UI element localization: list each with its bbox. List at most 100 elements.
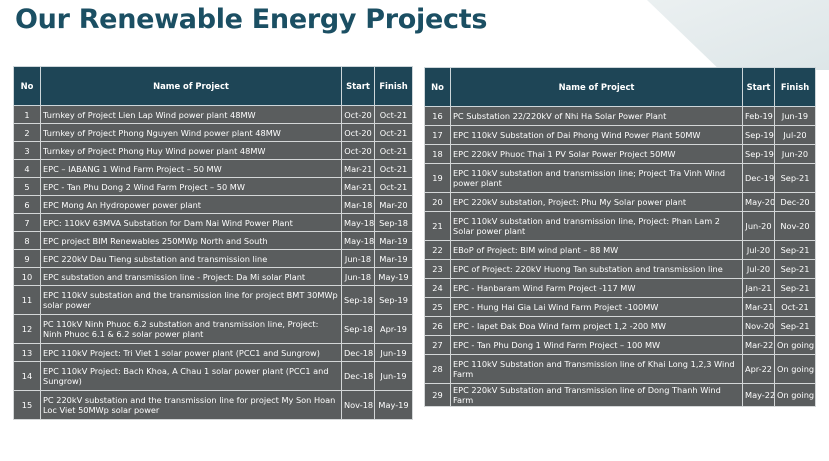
cell-no: 26 — [424, 316, 451, 336]
cell-start: Jun-18 — [341, 267, 375, 286]
cell-name: EPC 110kV substation and the transmissio… — [40, 285, 342, 315]
cell-start: Sep-19 — [742, 144, 775, 164]
cell-finish: Mar-19 — [374, 249, 413, 268]
cell-finish: Dec-20 — [774, 192, 816, 212]
table-row: 17 EPC 110kV Substation of Dai Phong Wind… — [424, 125, 816, 145]
table-row: 15 PC 220kV substation and the transmissi… — [13, 390, 413, 420]
table-row: 10 EPC substation and transmission line -… — [13, 267, 413, 286]
table-row: 9 EPC 220kV Dau Tieng substation and tran… — [13, 249, 413, 268]
cell-no: 29 — [424, 383, 451, 407]
cell-finish: Oct-21 — [374, 123, 413, 142]
cell-name: EBoP of Project: BIM wind plant – 88 MW — [450, 240, 743, 260]
cell-start: Oct-20 — [341, 105, 375, 124]
cell-start: Mar-22 — [742, 335, 775, 355]
header-name: Name of Project — [450, 67, 743, 107]
header-finish: Finish — [774, 67, 816, 107]
table-row: 18 EPC 220kV Phuoc Thai 1 PV Solar Power … — [424, 144, 816, 164]
cell-finish: Oct-21 — [374, 105, 413, 124]
cell-start: Mar-21 — [341, 177, 375, 196]
cell-finish: Sep-21 — [774, 316, 816, 336]
cell-name: PC Substation 22/220kV of Nhi Ha Solar P… — [450, 106, 743, 126]
header-finish: Finish — [374, 66, 413, 106]
table-row: 22 EBoP of Project: BIM wind plant – 88 M… — [424, 240, 816, 260]
cell-name: EPC 110kV Project: Tri Viet 1 solar powe… — [40, 343, 342, 362]
cell-start: Nov-20 — [742, 316, 775, 336]
cell-no: 6 — [13, 195, 41, 214]
table-row: 3 Turnkey of Project Phong Huy Wind power… — [13, 141, 413, 160]
cell-name: EPC - Hung Hai Gia Lai Wind Farm Project… — [450, 297, 743, 317]
cell-no: 28 — [424, 354, 451, 384]
cell-start: Oct-20 — [341, 141, 375, 160]
table-row: 27 EPC - Tan Phu Dong 1 Wind Farm Project… — [424, 335, 816, 355]
table-body-right: 16 PC Substation 22/220kV of Nhi Ha Solar… — [424, 106, 816, 407]
cell-no: 3 — [13, 141, 41, 160]
cell-name: EPC 220kV substation, Project: Phu My So… — [450, 192, 743, 212]
table-row: 1 Turnkey of Project Lien Lap Wind power … — [13, 105, 413, 124]
table-row: 14 EPC 110kV Project: Bach Khoa, A Chau 1… — [13, 361, 413, 391]
table-row: 6 EPC Mong An Hydropower power plant Mar-1… — [13, 195, 413, 214]
cell-no: 16 — [424, 106, 451, 126]
cell-start: Feb-19 — [742, 106, 775, 126]
table-row: 8 EPC project BIM Renewables 250MWp North… — [13, 231, 413, 250]
cell-finish: Nov-20 — [774, 211, 816, 241]
table-row: 19 EPC 110kV substation and transmission … — [424, 163, 816, 193]
cell-name: EPC 110kV substation and transmission li… — [450, 163, 743, 193]
table-row: 20 EPC 220kV substation, Project: Phu My … — [424, 192, 816, 212]
cell-no: 23 — [424, 259, 451, 279]
cell-name: EPC - Tan Phu Dong 1 Wind Farm Project –… — [450, 335, 743, 355]
cell-name: EPC - Tan Phu Dong 2 Wind Farm Project –… — [40, 177, 342, 196]
cell-start: May-22 — [742, 383, 775, 407]
cell-name: PC 110kV Ninh Phuoc 6.2 substation and t… — [40, 314, 342, 344]
cell-finish: Apr-19 — [374, 314, 413, 344]
cell-start: May-20 — [742, 192, 775, 212]
cell-start: Apr-22 — [742, 354, 775, 384]
cell-no: 19 — [424, 163, 451, 193]
cell-finish: May-19 — [374, 267, 413, 286]
cell-no: 22 — [424, 240, 451, 260]
table-row: 28 EPC 110kV Substation and Transmission … — [424, 354, 816, 384]
header-start: Start — [341, 66, 375, 106]
cell-finish: On going — [774, 383, 816, 407]
table-row: 4 EPC – IABANG 1 Wind Farm Project – 50 M… — [13, 159, 413, 178]
cell-start: Dec-18 — [341, 361, 375, 391]
cell-no: 27 — [424, 335, 451, 355]
cell-name: EPC 110kV Substation of Dai Phong Wind P… — [450, 125, 743, 145]
cell-start: Sep-18 — [341, 285, 375, 315]
cell-no: 4 — [13, 159, 41, 178]
table-row: 24 EPC - Hanbaram Wind Farm Project -117 … — [424, 278, 816, 298]
cell-finish: Jun-20 — [774, 144, 816, 164]
cell-start: Mar-18 — [341, 195, 375, 214]
cell-name: EPC 220kV Dau Tieng substation and trans… — [40, 249, 342, 268]
cell-no: 8 — [13, 231, 41, 250]
header-name: Name of Project — [40, 66, 342, 106]
cell-start: May-18 — [341, 231, 375, 250]
cell-name: Turnkey of Project Phong Huy Wind power … — [40, 141, 342, 160]
cell-start: Jun-20 — [742, 211, 775, 241]
cell-no: 24 — [424, 278, 451, 298]
projects-table-right: No Name of Project Start Finish 16 PC Sub… — [424, 67, 816, 407]
table-body-left: 1 Turnkey of Project Lien Lap Wind power … — [13, 105, 413, 420]
cell-finish: Mar-19 — [374, 231, 413, 250]
header-start: Start — [742, 67, 775, 107]
cell-no: 13 — [13, 343, 41, 362]
cell-name: EPC 220kV Phuoc Thai 1 PV Solar Power Pr… — [450, 144, 743, 164]
cell-start: Mar-21 — [341, 159, 375, 178]
cell-name: EPC of Project: 220kV Huong Tan substati… — [450, 259, 743, 279]
table-row: 7 EPC: 110kV 63MVA Substation for Dam Nai… — [13, 213, 413, 232]
cell-no: 18 — [424, 144, 451, 164]
cell-name: Turnkey of Project Phong Nguyen Wind pow… — [40, 123, 342, 142]
projects-table-left: No Name of Project Start Finish 1 Turnkey… — [13, 66, 413, 420]
page-title: Our Renewable Energy Projects — [15, 4, 488, 35]
cell-finish: Sep-18 — [374, 213, 413, 232]
cell-name: EPC 110kV Project: Bach Khoa, A Chau 1 s… — [40, 361, 342, 391]
cell-finish: Jun-19 — [774, 106, 816, 126]
table-row: 16 PC Substation 22/220kV of Nhi Ha Solar… — [424, 106, 816, 126]
cell-no: 5 — [13, 177, 41, 196]
cell-start: Jul-20 — [742, 259, 775, 279]
cell-finish: Sep-21 — [774, 259, 816, 279]
table-header-row: No Name of Project Start Finish — [13, 66, 413, 106]
cell-start: Jul-20 — [742, 240, 775, 260]
cell-no: 11 — [13, 285, 41, 315]
table-row: 21 EPC 110kV substation and transmission … — [424, 211, 816, 241]
cell-finish: On going — [774, 354, 816, 384]
